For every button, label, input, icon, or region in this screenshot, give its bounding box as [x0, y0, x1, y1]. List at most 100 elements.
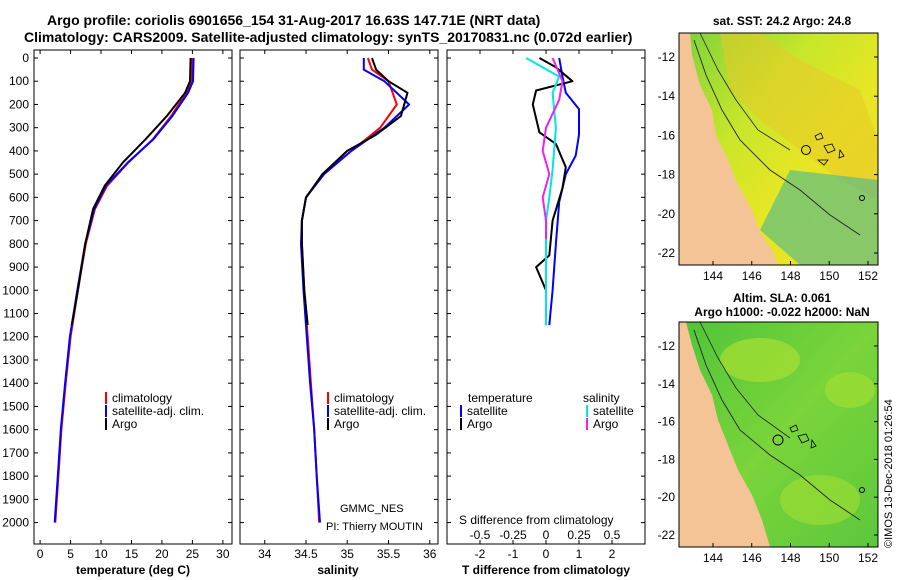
difference-series [525, 57, 580, 326]
legend-argo: Argo [334, 417, 360, 431]
x-tick-label: 0 [37, 547, 44, 561]
map-y-tick-label: -22 [658, 528, 676, 542]
isobath-line [693, 39, 861, 236]
map-y-tick-label: -16 [658, 128, 676, 142]
map-x-tick-label: 146 [742, 269, 762, 283]
series-line-t-satellite [548, 57, 580, 326]
reef-outlines [789, 424, 817, 449]
depth-tick-label: 1100 [3, 307, 29, 321]
map-x-tick-label: 144 [703, 269, 723, 283]
depth-tick-label: 200 [9, 97, 29, 111]
depth-tick-label: 600 [9, 190, 29, 204]
x-tick-label: -2 [475, 547, 486, 561]
argo-position-marker [772, 434, 784, 446]
map-y-tick-label: -14 [658, 89, 676, 103]
depth-tick-label: 2000 [2, 516, 29, 530]
map-x-tick-label: 146 [742, 551, 762, 565]
map-x-tick-label: 144 [703, 551, 723, 565]
map-y-tick-label: -18 [658, 452, 676, 466]
depth-tick-label: 0 [22, 51, 29, 65]
salinity-legend: climatology satellite-adj. clim. Argo GM… [326, 391, 426, 533]
x-tick-label: 20 [155, 547, 169, 561]
depth-tick-label: 800 [9, 237, 29, 251]
legend-s-satellite: satellite [593, 404, 634, 418]
salinity-panel-frame [239, 49, 439, 545]
s-tick-label: 0.5 [604, 528, 621, 542]
sla-map-title-2: Argo h1000: -0.022 h2000: NaN [694, 305, 869, 319]
sst-cool-patch [760, 170, 878, 265]
isobath-line [693, 329, 861, 521]
map-y-tick-label: -14 [658, 377, 676, 391]
credit-text: ©IMOS 13-Dec-2018 01:26:54 [883, 399, 895, 548]
map-y-tick-label: -12 [658, 50, 676, 64]
sla-high-patch [780, 475, 860, 525]
x-tick-label: 0 [543, 547, 550, 561]
sla-map-title-1: Altim. SLA: 0.061 [733, 291, 831, 305]
series-line-t-argo [531, 57, 574, 326]
x-tick-label: 35 [341, 547, 355, 561]
depth-tick-label: 1300 [2, 353, 29, 367]
depth-tick-label: 500 [9, 167, 29, 181]
map-x-tick-label: 148 [780, 551, 800, 565]
legend-temperature-title: temperature [468, 391, 533, 405]
depth-axis: 0 100 200 300 400 500 600 700 800 900 1000 1100 1200… [2, 51, 29, 530]
legend-satellite-adj: satellite-adj. clim. [334, 404, 426, 418]
series-line-argo [70, 57, 192, 326]
map-y-tick-label: -20 [658, 490, 676, 504]
sla-high-patch [720, 338, 800, 382]
depth-tick-label: 1600 [2, 423, 29, 437]
title-line-2: Climatology: CARS2009. Satellite-adjuste… [24, 29, 632, 45]
depth-tick-label: 100 [9, 74, 29, 88]
map-x-tick-label: 152 [858, 269, 878, 283]
series-line-s-argo [541, 57, 564, 240]
depth-tick-label: 1400 [2, 376, 29, 390]
sst-map-ticks: -12 -14 -16 -18 -20 -22 144 146 148 150 152 [658, 50, 879, 283]
depth-tick-label: 1900 [2, 492, 29, 506]
s-tick-label: 0.25 [567, 528, 591, 542]
tick-marks [34, 50, 645, 544]
reef-outlines [814, 132, 845, 166]
temperature-series [53, 57, 195, 523]
series-line-climatology [54, 57, 194, 523]
reef-marker [859, 195, 865, 201]
map-y-tick-label: -16 [658, 415, 676, 429]
map-x-tick-label: 150 [819, 269, 839, 283]
temperature-legend: climatology satellite-adj. clim. Argo [105, 391, 204, 431]
sst-warm-patch [720, 33, 878, 200]
pi-annotation: PI: Thierry MOUTIN [326, 521, 423, 533]
x-tick-label: 15 [125, 547, 139, 561]
reef-marker [859, 487, 865, 493]
sla-map-frame [678, 321, 879, 548]
map-x-tick-label: 148 [780, 269, 800, 283]
x-tick-label: 30 [216, 547, 230, 561]
legend-s-argo: Argo [593, 417, 619, 431]
s-difference-label: S difference from climatology [459, 513, 614, 527]
temperature-axis-label: temperature (deg C) [76, 563, 190, 577]
sst-map [678, 32, 879, 266]
series-line-satellite-adj-clim- [53, 57, 195, 523]
salinity-axis-label: salinity [317, 563, 359, 577]
depth-tick-label: 700 [9, 214, 29, 228]
legend-salinity-title: salinity [583, 391, 620, 405]
map-x-tick-label: 150 [819, 551, 839, 565]
map-y-tick-label: -18 [658, 168, 676, 182]
isobath-line [699, 32, 791, 151]
x-tick-label: 34.5 [294, 547, 318, 561]
depth-tick-label: 1500 [2, 399, 29, 413]
s-tick-label: 0 [543, 528, 550, 542]
title-line-1: Argo profile: coriolis 6901656_154 31-Au… [47, 12, 540, 28]
x-tick-label: 5 [67, 547, 74, 561]
map-y-tick-label: -20 [658, 207, 676, 221]
depth-tick-label: 1700 [2, 446, 29, 460]
depth-tick-label: 300 [9, 121, 29, 135]
x-tick-label: 10 [94, 547, 108, 561]
sst-map-frame [678, 32, 879, 266]
land-mass [679, 322, 770, 547]
x-tick-label: 1 [576, 547, 583, 561]
series-line-s-satellite [525, 57, 561, 326]
x-tick-label: 36 [423, 547, 437, 561]
land-mass [679, 33, 778, 265]
s-tick-label: -0.25 [499, 528, 527, 542]
legend-climatology: climatology [334, 391, 394, 405]
